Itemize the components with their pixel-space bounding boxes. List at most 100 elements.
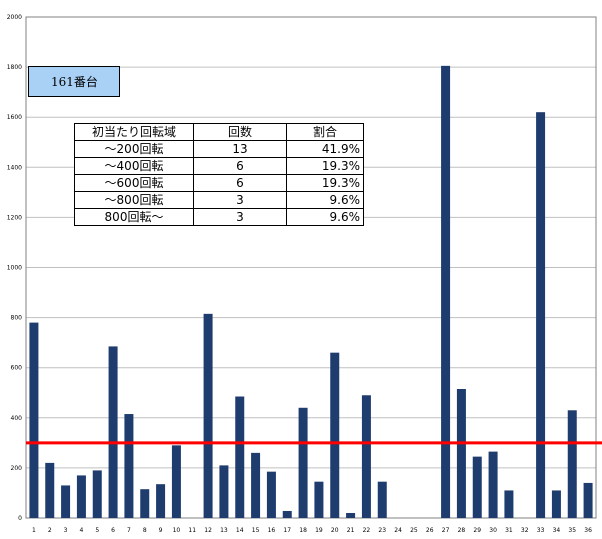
bar: [298, 407, 308, 518]
plot-area-border: [25, 16, 597, 519]
stats-count: 13: [193, 140, 287, 158]
x-tick-label: 31: [505, 527, 513, 534]
bar: [488, 451, 498, 518]
bar: [266, 471, 276, 518]
y-tick-label: 1400: [7, 164, 22, 171]
x-tick-label: 17: [283, 527, 291, 534]
bar: [124, 414, 134, 518]
y-tick-label: 600: [11, 365, 23, 372]
bar: [108, 346, 118, 518]
y-tick-label: 1800: [7, 64, 22, 71]
x-tick-label: 21: [347, 527, 355, 534]
bar: [76, 475, 86, 518]
x-tick-label: 28: [458, 527, 466, 534]
bar: [456, 388, 466, 518]
bar: [29, 322, 39, 518]
x-tick-label: 34: [553, 527, 561, 534]
stats-row: 800回転～ 3 9.6%: [74, 208, 364, 226]
x-tick-label: 9: [159, 527, 163, 534]
x-tick-label: 4: [80, 527, 84, 534]
bar: [472, 456, 482, 518]
y-tick-label: 0: [18, 515, 22, 522]
x-tick-label: 7: [127, 527, 131, 534]
bar: [551, 490, 561, 518]
bar: [45, 462, 55, 518]
x-tick-label: 29: [473, 527, 481, 534]
stats-header-ratio: 割合: [286, 123, 364, 141]
x-tick-label: 35: [568, 527, 576, 534]
x-tick-label: 6: [111, 527, 115, 534]
stats-ratio: 19.3%: [286, 157, 364, 175]
x-tick-label: 23: [378, 527, 386, 534]
stats-range: ～200回転: [74, 140, 194, 158]
bar: [361, 395, 371, 518]
x-tick-label: 15: [252, 527, 260, 534]
x-tick-label: 24: [394, 527, 402, 534]
bar: [156, 484, 166, 518]
x-tick-label: 18: [299, 527, 307, 534]
stats-ratio: 19.3%: [286, 174, 364, 192]
stats-row: ～600回転 6 19.3%: [74, 174, 364, 192]
y-axis-ticks: 0 200 400 600 800 1000 1200 1400 1600 1800 2000: [7, 14, 22, 522]
y-tick-label: 2000: [7, 14, 22, 21]
y-tick-label: 1000: [7, 265, 22, 272]
unit-label-box: 161番台: [28, 66, 120, 97]
x-tick-label: 5: [95, 527, 99, 534]
stats-range: ～800回転: [74, 191, 194, 209]
stats-row: ～800回転 3 9.6%: [74, 191, 364, 209]
bar: [251, 452, 261, 518]
y-tick-label: 1200: [7, 214, 22, 221]
stats-header-range: 初当たり回転域: [74, 123, 194, 141]
bar: [171, 445, 181, 518]
stats-ratio: 9.6%: [286, 191, 364, 209]
unit-label: 161番台: [51, 75, 98, 89]
bar: [567, 410, 577, 518]
x-tick-label: 14: [236, 527, 244, 534]
x-tick-label: 32: [521, 527, 529, 534]
x-tick-label: 19: [315, 527, 323, 534]
bar: [346, 512, 356, 518]
bar: [377, 481, 387, 518]
x-tick-label: 26: [426, 527, 434, 534]
y-tick-label: 200: [11, 465, 23, 472]
y-tick-label: 800: [11, 315, 23, 322]
stats-count: 3: [193, 208, 287, 226]
stats-row: ～400回転 6 19.3%: [74, 157, 364, 175]
bar: [92, 470, 102, 518]
stats-range: 800回転～: [74, 208, 194, 226]
stats-row: ～200回転 13 41.9%: [74, 140, 364, 158]
x-tick-label: 10: [173, 527, 181, 534]
bar: [583, 482, 593, 518]
x-tick-label: 12: [204, 527, 212, 534]
bar: [282, 510, 292, 518]
bar: [140, 489, 150, 518]
x-tick-label: 2: [48, 527, 52, 534]
x-tick-label: 25: [410, 527, 418, 534]
stats-ratio: 41.9%: [286, 140, 364, 158]
stats-count: 6: [193, 174, 287, 192]
bar: [330, 352, 340, 518]
stats-ratio: 9.6%: [286, 208, 364, 226]
x-tick-label: 3: [64, 527, 68, 534]
stats-range: ～400回転: [74, 157, 194, 175]
stats-count: 6: [193, 157, 287, 175]
x-tick-label: 22: [363, 527, 371, 534]
x-tick-label: 27: [442, 527, 450, 534]
stats-header-row: 初当たり回転域 回数 割合: [74, 123, 364, 141]
bar: [441, 65, 451, 518]
bar: [235, 396, 245, 518]
x-tick-label: 11: [188, 527, 196, 534]
y-tick-label: 1600: [7, 114, 22, 121]
bars: [29, 65, 593, 518]
x-axis-ticks: 1 2 3 4 5 6 7 8 9 10 11 12 13 14 15 16 17 18 19 20 21 22 23 24 2…: [32, 527, 592, 534]
stats-range: ～600回転: [74, 174, 194, 192]
x-tick-label: 13: [220, 527, 228, 534]
x-tick-label: 20: [331, 527, 339, 534]
bar: [61, 485, 71, 518]
x-tick-label: 33: [537, 527, 545, 534]
bar: [536, 112, 546, 518]
bar: [314, 481, 324, 518]
x-tick-label: 1: [32, 527, 36, 534]
stats-table: 初当たり回転域 回数 割合 ～200回転 13 41.9% ～400回転 6 1…: [74, 123, 364, 226]
